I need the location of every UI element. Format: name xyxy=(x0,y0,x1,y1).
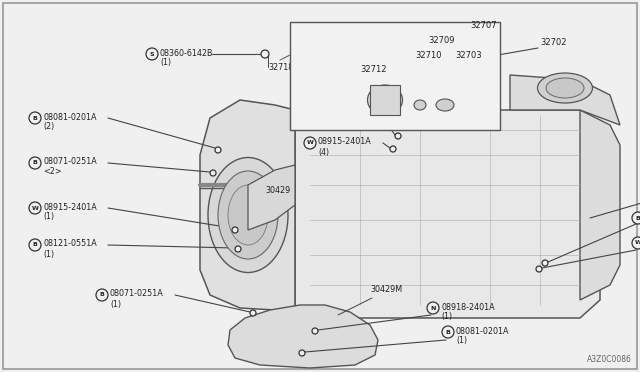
Circle shape xyxy=(390,146,396,152)
Text: (2): (2) xyxy=(43,122,54,131)
Polygon shape xyxy=(228,305,378,368)
Text: 32702: 32702 xyxy=(540,38,566,47)
Text: 08121-0551A: 08121-0551A xyxy=(43,240,97,248)
Text: B: B xyxy=(33,160,37,166)
Polygon shape xyxy=(510,75,620,125)
Circle shape xyxy=(632,212,640,224)
Circle shape xyxy=(96,289,108,301)
Polygon shape xyxy=(380,80,460,110)
Text: (1): (1) xyxy=(441,312,452,321)
Text: (1): (1) xyxy=(456,337,467,346)
Text: 08918-2401A: 08918-2401A xyxy=(441,302,495,311)
Ellipse shape xyxy=(218,171,278,259)
Text: 08131-0601A: 08131-0601A xyxy=(318,112,371,122)
Text: <2>: <2> xyxy=(43,167,61,176)
Text: (4): (4) xyxy=(318,122,329,131)
Circle shape xyxy=(395,133,401,139)
Text: W: W xyxy=(31,205,38,211)
Text: B: B xyxy=(308,115,312,121)
Circle shape xyxy=(542,260,548,266)
Text: B: B xyxy=(445,330,451,334)
Polygon shape xyxy=(580,110,620,300)
Bar xyxy=(290,22,500,130)
Circle shape xyxy=(304,112,316,124)
Text: (1): (1) xyxy=(43,212,54,221)
Text: (1): (1) xyxy=(43,250,54,259)
Text: 08071-0251A: 08071-0251A xyxy=(43,157,97,167)
Text: B: B xyxy=(33,243,37,247)
Circle shape xyxy=(536,266,542,272)
Text: B: B xyxy=(33,115,37,121)
Ellipse shape xyxy=(538,73,593,103)
Text: W: W xyxy=(307,141,314,145)
Circle shape xyxy=(29,239,41,251)
Circle shape xyxy=(250,310,256,316)
Circle shape xyxy=(146,48,158,60)
Text: S: S xyxy=(150,51,154,57)
Circle shape xyxy=(427,302,439,314)
Text: (1): (1) xyxy=(110,299,121,308)
Text: B: B xyxy=(100,292,104,298)
Ellipse shape xyxy=(546,78,584,98)
Circle shape xyxy=(235,246,241,252)
Circle shape xyxy=(312,328,318,334)
Ellipse shape xyxy=(436,99,454,111)
Circle shape xyxy=(299,350,305,356)
Text: A3Z0C0086: A3Z0C0086 xyxy=(587,355,632,364)
Text: (4): (4) xyxy=(318,148,329,157)
Text: 32718: 32718 xyxy=(268,63,293,72)
Text: N: N xyxy=(430,305,436,311)
Text: 30429: 30429 xyxy=(265,186,291,195)
Text: 08360-6142B: 08360-6142B xyxy=(160,48,214,58)
Bar xyxy=(370,85,400,115)
Text: W: W xyxy=(635,241,640,246)
Circle shape xyxy=(29,157,41,169)
Text: 08915-2401A: 08915-2401A xyxy=(43,202,97,212)
Circle shape xyxy=(29,202,41,214)
Text: 08081-0201A: 08081-0201A xyxy=(43,112,97,122)
Ellipse shape xyxy=(228,185,268,245)
Circle shape xyxy=(632,237,640,249)
Polygon shape xyxy=(200,100,295,318)
Text: B: B xyxy=(636,215,640,221)
Text: 32710: 32710 xyxy=(415,51,442,60)
Text: 32703: 32703 xyxy=(455,51,482,60)
Circle shape xyxy=(29,112,41,124)
Text: 32712: 32712 xyxy=(360,65,387,74)
Polygon shape xyxy=(248,165,295,230)
Ellipse shape xyxy=(414,100,426,110)
Circle shape xyxy=(215,147,221,153)
Text: (1): (1) xyxy=(160,58,171,67)
Circle shape xyxy=(442,326,454,338)
Text: 32709: 32709 xyxy=(428,36,454,45)
Text: 30429M: 30429M xyxy=(370,285,402,294)
Ellipse shape xyxy=(367,85,403,115)
Polygon shape xyxy=(295,110,600,318)
Circle shape xyxy=(232,227,238,233)
Text: 08081-0201A: 08081-0201A xyxy=(456,327,509,336)
Circle shape xyxy=(304,137,316,149)
Ellipse shape xyxy=(208,157,288,273)
Text: 08071-0251A: 08071-0251A xyxy=(110,289,164,298)
Circle shape xyxy=(261,50,269,58)
Text: 08915-2401A: 08915-2401A xyxy=(318,138,372,147)
Circle shape xyxy=(210,170,216,176)
Text: 32707: 32707 xyxy=(470,21,497,30)
